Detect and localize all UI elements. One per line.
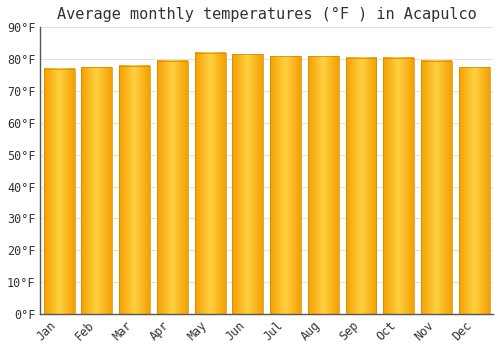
Bar bbox=[308, 56, 338, 314]
Bar bbox=[270, 56, 301, 314]
Bar bbox=[458, 67, 490, 314]
Bar bbox=[232, 54, 264, 314]
Bar bbox=[44, 69, 74, 314]
Bar bbox=[82, 67, 112, 314]
Bar bbox=[194, 53, 226, 314]
Bar bbox=[157, 61, 188, 314]
Bar bbox=[119, 65, 150, 314]
Bar bbox=[384, 57, 414, 314]
Bar bbox=[346, 57, 376, 314]
Title: Average monthly temperatures (°F ) in Acapulco: Average monthly temperatures (°F ) in Ac… bbox=[57, 7, 476, 22]
Bar bbox=[421, 61, 452, 314]
